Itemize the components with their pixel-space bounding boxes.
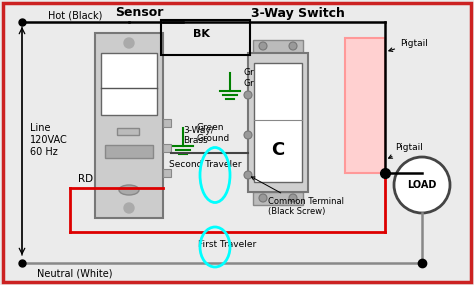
Bar [161,20,250,55]
Circle shape [259,194,267,202]
Text: Green
Ground: Green Ground [244,68,277,88]
Bar [248,53,308,192]
Text: Green
Ground: Green Ground [197,123,230,143]
Bar [345,38,385,173]
Text: RD: RD [78,174,93,184]
Bar [95,33,163,218]
Circle shape [289,42,297,50]
Text: 3-Way/
Brass: 3-Way/ Brass [183,126,214,145]
Circle shape [289,194,297,202]
Text: Pigtail: Pigtail [389,144,423,158]
Bar [105,145,153,158]
Circle shape [124,203,134,213]
Text: C: C [272,141,284,159]
Text: Pigtail: Pigtail [389,38,428,52]
Circle shape [244,131,252,139]
Circle shape [259,42,267,50]
Bar [163,119,171,127]
Bar [117,128,139,135]
Circle shape [124,38,134,48]
Text: Common Terminal
(Black Screw): Common Terminal (Black Screw) [251,177,344,216]
Circle shape [244,91,252,99]
Text: Line
120VAC
60 Hz: Line 120VAC 60 Hz [30,123,68,156]
Text: Hot (Black): Hot (Black) [48,10,102,20]
Text: LOAD: LOAD [407,180,437,190]
Text: 3-Way Switch: 3-Way Switch [251,7,345,19]
Text: First Traveler: First Traveler [198,240,256,249]
Bar [163,144,171,152]
Bar [101,53,157,115]
Bar [254,63,302,182]
Text: BK: BK [193,29,210,39]
Bar [253,192,303,205]
Bar [163,169,171,177]
Text: Sensor: Sensor [115,7,163,19]
Circle shape [244,171,252,179]
Circle shape [394,157,450,213]
Text: Neutral (White): Neutral (White) [37,268,113,278]
Ellipse shape [119,185,139,195]
Text: Second Traveler: Second Traveler [169,160,241,169]
Bar [253,40,303,53]
